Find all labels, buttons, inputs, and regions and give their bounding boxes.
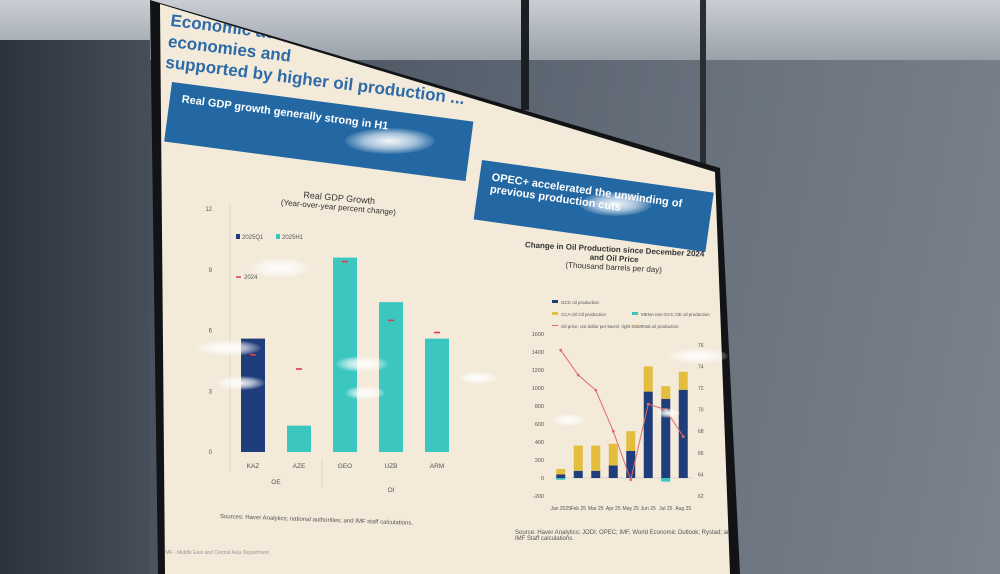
oil-bar-cca	[556, 469, 566, 475]
oil-y2-tick-label: 74	[698, 364, 704, 370]
oil-bar-cca	[678, 371, 688, 390]
gdp-group-label: OE	[271, 479, 281, 486]
oil-legend-label: Total oil production	[641, 324, 679, 329]
oil-y-tick-label: 800	[535, 404, 544, 410]
gdp-x-tick-label: ARM	[430, 463, 444, 470]
oil-y-tick-label: 0	[541, 476, 544, 482]
gdp-bar	[379, 302, 403, 452]
oil-x-tick-label: Feb 25	[570, 506, 586, 512]
oil-bar-cca	[661, 386, 671, 399]
oil-source-note: Source: Haver Analytics; JODI; OPEC; IMF…	[515, 530, 734, 542]
oil-y-tick-label: -200	[533, 494, 544, 500]
charts-canvas: 0 3 6 9 12 KAZ AZE GEO UZB ARM OE OI 2025Q1 2025H1 202…	[205, 204, 710, 512]
oil-price-point	[594, 388, 598, 392]
oil-legend-swatch	[552, 312, 558, 315]
oil-x-tick-label: Apr 25	[606, 506, 621, 512]
legend-label-2025q1: 2025Q1	[242, 235, 264, 241]
oil-bar-cca	[591, 445, 601, 471]
oil-y2-tick-label: 66	[698, 451, 704, 457]
oil-price-point	[646, 402, 650, 406]
oil-y2-tick-label: 64	[698, 472, 704, 478]
oil-bar-cca	[626, 431, 636, 451]
oil-bar-gcc	[678, 389, 688, 478]
oil-bar-gcc	[608, 465, 618, 478]
oil-legend-swatch	[632, 312, 638, 315]
oil-bar-cca	[573, 445, 583, 471]
oil-y-tick-label: 1600	[532, 332, 544, 338]
oil-bar-gcc	[661, 398, 671, 478]
gdp-x-tick-label: KAZ	[247, 463, 260, 470]
legend-swatch-2025h1	[276, 234, 280, 239]
oil-bar-mena	[556, 478, 566, 480]
gdp-y-tick-label: 12	[205, 207, 212, 213]
gdp-y-tick-label: 0	[209, 450, 213, 456]
oil-price-point	[664, 408, 668, 411]
legend-swatch-2025q1	[236, 234, 240, 239]
oil-legend-label: CCA Oil Oil production	[561, 312, 607, 317]
oil-y-tick-label: 600	[535, 422, 544, 428]
oil-y-tick-label: 400	[535, 440, 544, 446]
gdp-x-tick-label: AZE	[293, 463, 306, 470]
oil-bar-cca	[608, 443, 618, 466]
gdp-bar	[287, 425, 311, 452]
oil-y-tick-label: 200	[535, 458, 544, 464]
oil-legend-label: Oil price, US dollar per barrel, right s…	[561, 324, 643, 329]
oil-y2-tick-label: 72	[698, 386, 704, 392]
gdp-bar	[241, 338, 265, 452]
oil-legend-label: MENA non-GCC OE oil production	[641, 312, 710, 317]
oil-legend-swatch	[552, 300, 558, 303]
oil-price-point	[576, 373, 580, 377]
oil-x-tick-label: Mar 25	[588, 506, 604, 512]
oil-bar-mena	[661, 478, 671, 482]
oil-bar-gcc	[626, 451, 636, 478]
gdp-y-tick-label: 3	[209, 389, 213, 395]
legend-label-2024: 2024	[244, 275, 258, 281]
gdp-y-tick-label: 9	[209, 268, 213, 274]
oil-legend-label: GCC oil production	[561, 300, 600, 305]
oil-y2-tick-label: 68	[698, 429, 704, 435]
slide-footer: IMF · Middle East and Central Asia Depar…	[164, 550, 269, 556]
oil-y-tick-label: 1400	[532, 350, 544, 356]
oil-x-tick-label: Aug 25	[675, 506, 691, 512]
oil-x-tick-label: May 25	[623, 506, 640, 512]
oil-price-point	[629, 478, 633, 482]
oil-x-tick-label: Jan 2025	[550, 506, 571, 512]
legend-label-2025h1: 2025H1	[282, 235, 304, 241]
oil-bar-gcc	[556, 474, 566, 478]
oil-y2-tick-label: 62	[698, 494, 704, 500]
gdp-x-tick-label: UZB	[385, 463, 398, 470]
oil-y-tick-label: 1200	[532, 368, 544, 374]
ceiling-cable-2	[700, 0, 706, 170]
ceiling	[0, 0, 1000, 60]
oil-y-tick-label: 1000	[532, 386, 544, 392]
gdp-bar	[333, 257, 357, 452]
wall	[0, 40, 150, 574]
oil-x-tick-label: Jun 25	[641, 506, 656, 512]
oil-x-tick-label: Jul 25	[659, 506, 673, 512]
gdp-y-tick-label: 6	[209, 329, 213, 335]
gdp-group-label: OI	[388, 487, 395, 494]
oil-price-point	[559, 348, 563, 352]
oil-bar-gcc	[591, 470, 601, 478]
oil-bar-cca	[643, 366, 653, 392]
ceiling-cable	[521, 0, 529, 110]
oil-y2-tick-label: 70	[698, 408, 704, 414]
oil-price-point	[681, 435, 685, 438]
oil-y2-tick-label: 76	[698, 343, 704, 349]
gdp-bar	[425, 338, 449, 452]
oil-bar-gcc	[643, 391, 653, 478]
oil-bar-gcc	[573, 470, 583, 478]
oil-price-point	[611, 429, 615, 433]
gdp-x-tick-label: GEO	[338, 463, 352, 470]
